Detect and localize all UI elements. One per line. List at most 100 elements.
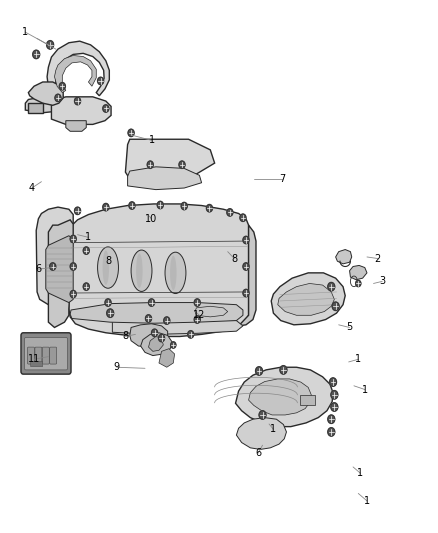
Circle shape	[328, 427, 335, 436]
Text: 1: 1	[270, 424, 276, 434]
Text: 1: 1	[362, 384, 368, 394]
Circle shape	[74, 207, 81, 215]
Circle shape	[147, 161, 153, 168]
FancyBboxPatch shape	[49, 347, 57, 364]
Circle shape	[83, 247, 89, 254]
Polygon shape	[278, 284, 334, 316]
Circle shape	[356, 280, 361, 287]
Polygon shape	[130, 324, 168, 347]
Circle shape	[328, 282, 335, 291]
Text: 5: 5	[346, 322, 353, 333]
Circle shape	[331, 403, 338, 411]
Circle shape	[148, 299, 155, 306]
Polygon shape	[113, 318, 243, 334]
Text: 1: 1	[148, 135, 155, 146]
Polygon shape	[28, 82, 63, 106]
Text: 1: 1	[22, 27, 28, 37]
Circle shape	[105, 299, 111, 306]
Ellipse shape	[165, 252, 186, 294]
Polygon shape	[239, 225, 256, 326]
Circle shape	[159, 334, 165, 342]
Circle shape	[227, 209, 233, 216]
Polygon shape	[54, 55, 96, 93]
Circle shape	[33, 50, 40, 59]
Polygon shape	[271, 273, 345, 325]
Circle shape	[194, 299, 200, 306]
Polygon shape	[141, 333, 172, 356]
Circle shape	[83, 283, 89, 290]
Ellipse shape	[131, 250, 152, 292]
Polygon shape	[236, 367, 333, 426]
Text: 7: 7	[279, 174, 285, 184]
Circle shape	[128, 129, 134, 136]
Circle shape	[171, 342, 176, 348]
Polygon shape	[66, 120, 86, 131]
Text: 8: 8	[231, 254, 237, 263]
Text: 6: 6	[255, 448, 261, 458]
Circle shape	[194, 316, 200, 323]
Polygon shape	[148, 336, 163, 351]
Text: 8: 8	[105, 256, 111, 266]
Circle shape	[331, 391, 338, 399]
Circle shape	[70, 263, 76, 270]
Polygon shape	[159, 349, 175, 367]
Text: 6: 6	[35, 264, 42, 274]
Polygon shape	[300, 395, 315, 406]
Polygon shape	[336, 249, 352, 264]
Polygon shape	[249, 379, 311, 415]
Circle shape	[328, 415, 335, 423]
Circle shape	[243, 236, 249, 244]
Circle shape	[259, 411, 266, 419]
Circle shape	[206, 205, 212, 212]
Circle shape	[332, 302, 339, 311]
Circle shape	[107, 309, 114, 317]
Circle shape	[145, 315, 152, 322]
Text: 11: 11	[28, 354, 40, 364]
Polygon shape	[70, 303, 243, 323]
FancyBboxPatch shape	[35, 347, 42, 364]
Polygon shape	[25, 97, 64, 113]
Circle shape	[49, 263, 56, 270]
FancyBboxPatch shape	[42, 347, 49, 364]
Text: 1: 1	[364, 496, 370, 506]
Text: 9: 9	[113, 362, 120, 372]
Circle shape	[70, 235, 76, 243]
Polygon shape	[69, 204, 249, 336]
Circle shape	[59, 83, 65, 90]
Ellipse shape	[98, 247, 118, 288]
Polygon shape	[350, 265, 367, 280]
Text: 10: 10	[145, 214, 158, 224]
FancyBboxPatch shape	[31, 361, 43, 367]
Circle shape	[179, 161, 185, 168]
Text: 1: 1	[355, 354, 361, 364]
Polygon shape	[195, 306, 228, 317]
Circle shape	[243, 289, 249, 297]
Circle shape	[103, 105, 109, 112]
Circle shape	[103, 204, 109, 211]
Text: 3: 3	[379, 276, 385, 286]
Circle shape	[55, 94, 61, 102]
Text: 1: 1	[357, 469, 364, 478]
Polygon shape	[46, 236, 73, 303]
Polygon shape	[36, 207, 73, 306]
Text: 4: 4	[29, 183, 35, 193]
Ellipse shape	[170, 256, 177, 290]
Polygon shape	[48, 220, 73, 327]
Circle shape	[181, 203, 187, 210]
Text: 12: 12	[193, 310, 205, 320]
Polygon shape	[47, 41, 110, 101]
Polygon shape	[127, 167, 201, 190]
Circle shape	[329, 378, 336, 386]
Polygon shape	[28, 103, 43, 113]
Circle shape	[98, 77, 104, 85]
FancyBboxPatch shape	[28, 347, 35, 364]
Circle shape	[187, 330, 194, 338]
FancyBboxPatch shape	[25, 337, 67, 370]
Circle shape	[240, 214, 246, 221]
Circle shape	[70, 290, 76, 298]
FancyBboxPatch shape	[21, 333, 71, 374]
Circle shape	[129, 202, 135, 209]
Circle shape	[255, 367, 262, 375]
Polygon shape	[51, 97, 111, 124]
Circle shape	[280, 366, 287, 374]
